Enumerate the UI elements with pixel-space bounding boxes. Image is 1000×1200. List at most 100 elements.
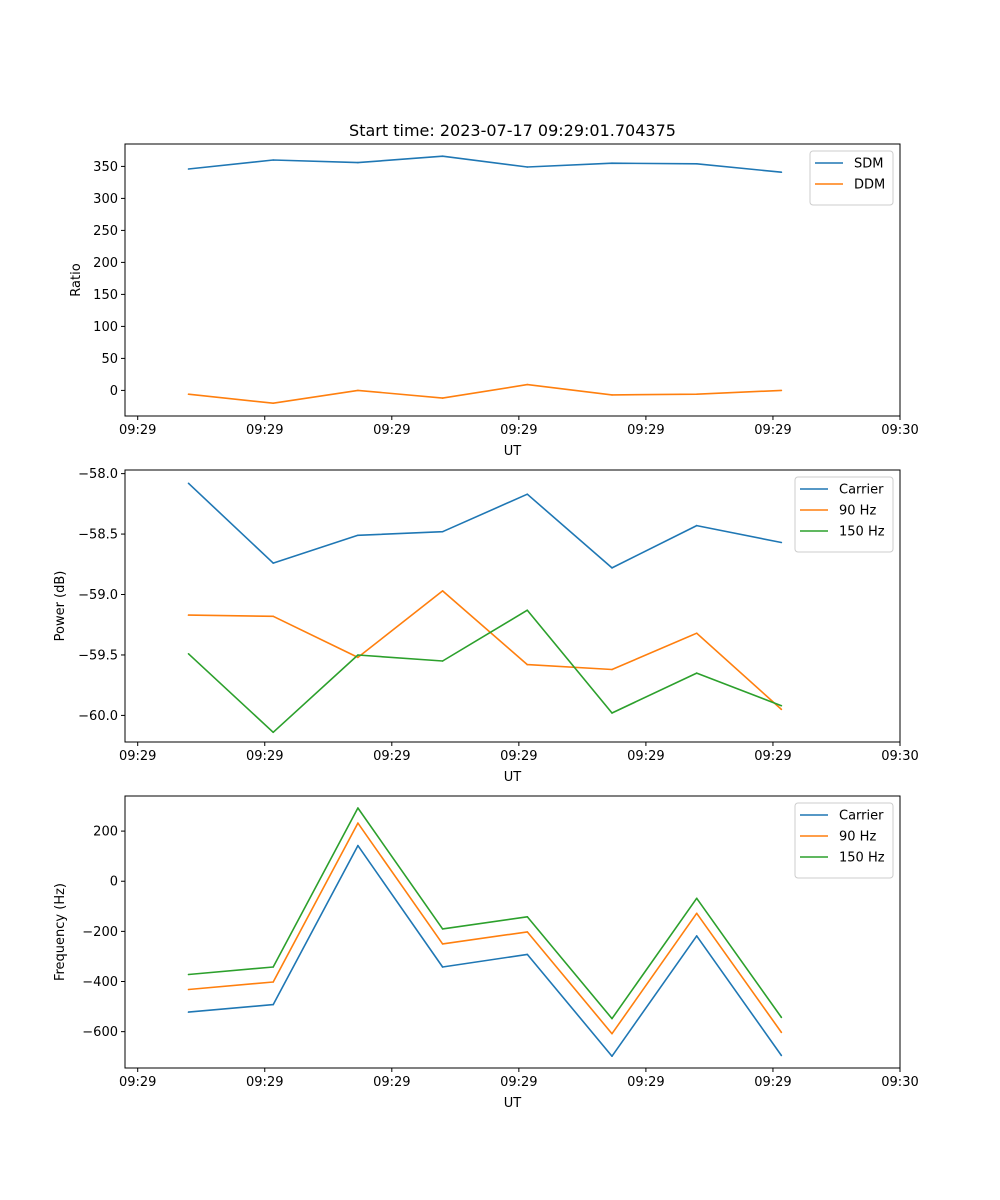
data-point: [187, 614, 190, 616]
legend-label: DDM: [854, 178, 885, 193]
data-point: [780, 541, 783, 544]
x-axis-label: UT: [504, 770, 522, 785]
data-point: [780, 1054, 783, 1057]
y-axis-label: Power (dB): [53, 571, 68, 642]
legend-label: SDM: [854, 157, 883, 172]
data-point: [441, 660, 444, 662]
data-point: [357, 654, 359, 656]
data-point: [272, 966, 275, 968]
y-axis-label: Frequency (Hz): [53, 883, 68, 981]
x-axis-label: UT: [504, 444, 522, 459]
legend-label: Carrier: [839, 483, 884, 498]
data-point: [357, 807, 359, 809]
chart-title: Start time: 2023-07-17 09:29:01.704375: [349, 121, 676, 140]
legend-box: [809, 150, 894, 206]
x-tick-label: 09:29: [500, 1075, 537, 1090]
x-tick-label: 09:30: [881, 423, 918, 438]
data-point: [780, 389, 783, 392]
y-tick-label: 0: [110, 384, 118, 399]
x-tick-label: 09:29: [754, 749, 791, 764]
plot-frame: [124, 143, 901, 417]
data-point: [187, 653, 190, 655]
data-point: [357, 656, 359, 659]
data-point: [441, 155, 444, 157]
legend-label: 150 Hz: [839, 851, 885, 866]
data-point: [780, 708, 783, 711]
data-point: [187, 168, 190, 170]
data-point: [272, 731, 275, 734]
x-tick-label: 09:29: [119, 1075, 156, 1090]
data-point: [695, 897, 698, 900]
y-tick-label: 100: [93, 320, 118, 335]
data-point: [611, 1032, 613, 1035]
data-point: [357, 844, 359, 847]
x-tick-label: 09:29: [246, 1075, 283, 1090]
data-point: [611, 162, 613, 164]
data-point: [526, 166, 529, 168]
data-point: [611, 668, 613, 671]
y-tick-label: 250: [93, 224, 118, 239]
data-point: [526, 383, 529, 386]
x-tick-label: 09:29: [754, 1075, 791, 1090]
legend-label: 150 Hz: [839, 525, 885, 540]
x-tick-label: 09:30: [881, 749, 918, 764]
data-point: [357, 161, 359, 164]
legend: Carrier 90 Hz 150 Hz: [794, 802, 894, 879]
data-point: [357, 389, 359, 392]
series-line-90-hz: [188, 590, 782, 710]
data-point: [441, 590, 444, 592]
x-tick-label: 09:29: [246, 749, 283, 764]
series-line-carrier: [187, 482, 782, 569]
data-point: [780, 1016, 783, 1019]
legend: SDM DDM: [809, 150, 894, 206]
x-tick-label: 09:29: [119, 423, 156, 438]
y-tick-label: 0: [110, 875, 118, 890]
y-tick-label: −58.5: [78, 528, 118, 543]
data-point: [357, 822, 359, 824]
y-axis-label: Ratio: [69, 263, 84, 296]
data-point: [526, 663, 529, 666]
y-tick-label: −59.5: [78, 648, 118, 663]
y-tick-label: −60.0: [78, 709, 118, 724]
y-tick-label: 200: [93, 256, 118, 271]
data-point: [272, 402, 275, 405]
data-point: [187, 988, 190, 991]
data-point: [780, 171, 783, 173]
x-tick-label: 09:29: [373, 423, 410, 438]
data-point: [695, 632, 698, 634]
plot-frame: [124, 469, 901, 743]
series-line-90-hz: [188, 822, 783, 1035]
series-line-ddm: [188, 383, 782, 405]
data-point: [611, 394, 613, 396]
legend-label: Carrier: [839, 809, 884, 824]
data-point: [272, 159, 275, 161]
x-tick-label: 09:29: [500, 423, 537, 438]
data-point: [611, 1017, 613, 1020]
data-point: [272, 562, 275, 564]
data-point: [441, 966, 444, 968]
series-line-sdm: [188, 155, 782, 173]
data-point: [695, 672, 698, 674]
data-point: [187, 482, 190, 485]
x-axis-label: UT: [504, 1096, 522, 1111]
y-tick-label: −59.0: [78, 588, 118, 603]
data-point: [780, 704, 783, 707]
subplot-3: 09:29 09:29 09:29 09:29 09:29 09:29 09:30 200 0 −…: [53, 795, 919, 1111]
data-point: [526, 916, 529, 918]
data-point: [441, 530, 444, 533]
data-point: [526, 493, 529, 496]
x-tick-label: 09:29: [246, 423, 283, 438]
x-tick-label: 09:29: [627, 749, 664, 764]
data-point: [695, 912, 698, 915]
plot-frame: [124, 795, 901, 1069]
data-point: [441, 943, 444, 945]
legend-box: [794, 802, 894, 879]
series-line-carrier: [188, 844, 783, 1057]
x-tick-label: 09:29: [627, 423, 664, 438]
x-tick-label: 09:29: [754, 423, 791, 438]
data-point: [441, 928, 444, 930]
legend-label: 90 Hz: [839, 504, 876, 519]
data-point: [695, 935, 698, 937]
x-tick-label: 09:30: [881, 1075, 918, 1090]
